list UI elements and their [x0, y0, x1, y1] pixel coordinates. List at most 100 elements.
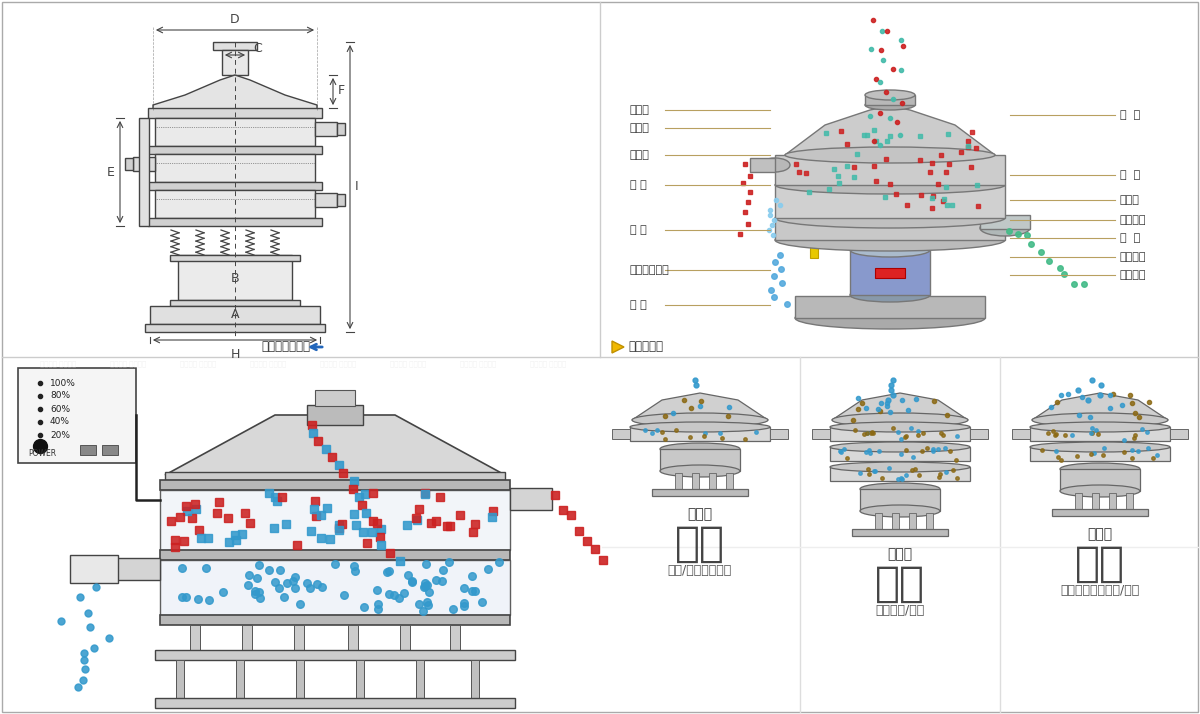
Bar — [294, 625, 304, 650]
Text: 单层式: 单层式 — [688, 507, 713, 521]
Bar — [860, 489, 940, 511]
Ellipse shape — [760, 158, 790, 172]
Text: 上部重锤: 上部重锤 — [1120, 215, 1146, 225]
Bar — [1109, 493, 1116, 509]
Ellipse shape — [785, 147, 995, 163]
Bar — [450, 625, 460, 650]
Ellipse shape — [865, 90, 916, 100]
Text: 过滤: 过滤 — [875, 563, 925, 605]
Text: 80%: 80% — [50, 391, 70, 401]
Text: H: H — [230, 348, 240, 361]
Text: 束 环: 束 环 — [630, 180, 647, 190]
Ellipse shape — [830, 462, 970, 472]
Ellipse shape — [860, 505, 940, 517]
Text: 60%: 60% — [50, 405, 70, 413]
Bar — [612, 429, 630, 439]
Bar — [155, 190, 314, 218]
Text: 出料口: 出料口 — [630, 150, 650, 160]
Text: 进料口: 进料口 — [630, 105, 650, 115]
Bar — [242, 625, 252, 650]
Bar — [170, 255, 300, 261]
Ellipse shape — [632, 413, 768, 427]
Text: 欢迎光临 欢迎光临: 欢迎光临 欢迎光临 — [320, 360, 356, 366]
Text: C: C — [253, 41, 262, 54]
Text: 振动电机: 振动电机 — [1120, 252, 1146, 262]
Ellipse shape — [660, 443, 740, 455]
Bar — [852, 529, 948, 536]
Bar — [222, 50, 248, 75]
Text: A: A — [230, 308, 239, 321]
Ellipse shape — [830, 422, 970, 432]
Ellipse shape — [1060, 463, 1140, 475]
Text: 欢迎光临 欢迎光临: 欢迎光临 欢迎光临 — [390, 360, 426, 366]
Text: 欢迎光临 欢迎光临: 欢迎光临 欢迎光临 — [530, 360, 566, 366]
Bar — [155, 118, 314, 146]
Bar — [148, 108, 322, 118]
Bar — [652, 489, 748, 496]
Bar — [307, 405, 364, 425]
Ellipse shape — [832, 413, 968, 427]
Bar — [155, 154, 314, 182]
Text: 运输固定螺栓: 运输固定螺栓 — [630, 265, 670, 275]
Text: D: D — [230, 13, 240, 26]
Text: 下部重锤: 下部重锤 — [1120, 270, 1146, 280]
Text: 筛  网: 筛 网 — [1120, 110, 1140, 120]
Text: 分级: 分级 — [674, 523, 725, 565]
Text: 欢迎光临 欢迎光临: 欢迎光临 欢迎光临 — [110, 360, 146, 366]
Text: 40%: 40% — [50, 418, 70, 426]
Text: 弹 簧: 弹 簧 — [630, 225, 647, 235]
Polygon shape — [785, 106, 995, 155]
Bar — [812, 429, 830, 439]
Bar — [400, 625, 410, 650]
Bar — [470, 660, 479, 698]
Polygon shape — [154, 75, 317, 110]
Bar — [160, 490, 510, 550]
Text: 三层式: 三层式 — [888, 547, 912, 561]
Polygon shape — [1032, 393, 1168, 420]
Ellipse shape — [660, 465, 740, 477]
Text: 防尘盖: 防尘盖 — [630, 123, 650, 133]
Bar — [926, 513, 934, 529]
Bar — [337, 194, 346, 206]
Ellipse shape — [860, 483, 940, 495]
Bar — [115, 558, 160, 580]
Bar — [155, 698, 515, 708]
Bar — [892, 513, 899, 529]
Text: 除杂: 除杂 — [1075, 543, 1126, 585]
Bar — [1012, 429, 1030, 439]
Bar — [510, 488, 552, 510]
Ellipse shape — [865, 100, 916, 110]
Bar — [148, 218, 322, 226]
Bar — [145, 324, 325, 332]
Bar — [726, 473, 733, 489]
Text: 欢迎光临 欢迎光临: 欢迎光临 欢迎光临 — [40, 360, 77, 366]
Bar — [750, 158, 775, 172]
Text: 加重块: 加重块 — [1120, 195, 1140, 205]
Text: 去除异物/结块: 去除异物/结块 — [875, 605, 925, 618]
Text: 机 座: 机 座 — [630, 300, 647, 310]
Ellipse shape — [1030, 422, 1170, 432]
Text: POWER: POWER — [28, 449, 56, 458]
Bar — [314, 122, 337, 136]
Bar — [850, 250, 930, 295]
Bar — [770, 429, 788, 439]
Text: E: E — [107, 166, 115, 178]
Bar — [674, 473, 682, 489]
Ellipse shape — [850, 288, 930, 302]
Bar — [830, 447, 970, 461]
Bar — [160, 550, 510, 560]
Ellipse shape — [850, 243, 930, 257]
Text: 双层式: 双层式 — [1087, 527, 1112, 541]
Bar — [1030, 447, 1170, 461]
Ellipse shape — [1032, 413, 1168, 427]
Bar — [296, 660, 304, 698]
Bar — [314, 390, 355, 406]
Bar — [980, 215, 1030, 229]
Bar — [1030, 427, 1170, 441]
Bar — [775, 218, 1006, 240]
Bar — [1052, 509, 1148, 516]
Bar — [176, 660, 184, 698]
Bar — [875, 268, 905, 278]
Ellipse shape — [1030, 442, 1170, 452]
Text: F: F — [338, 84, 346, 98]
